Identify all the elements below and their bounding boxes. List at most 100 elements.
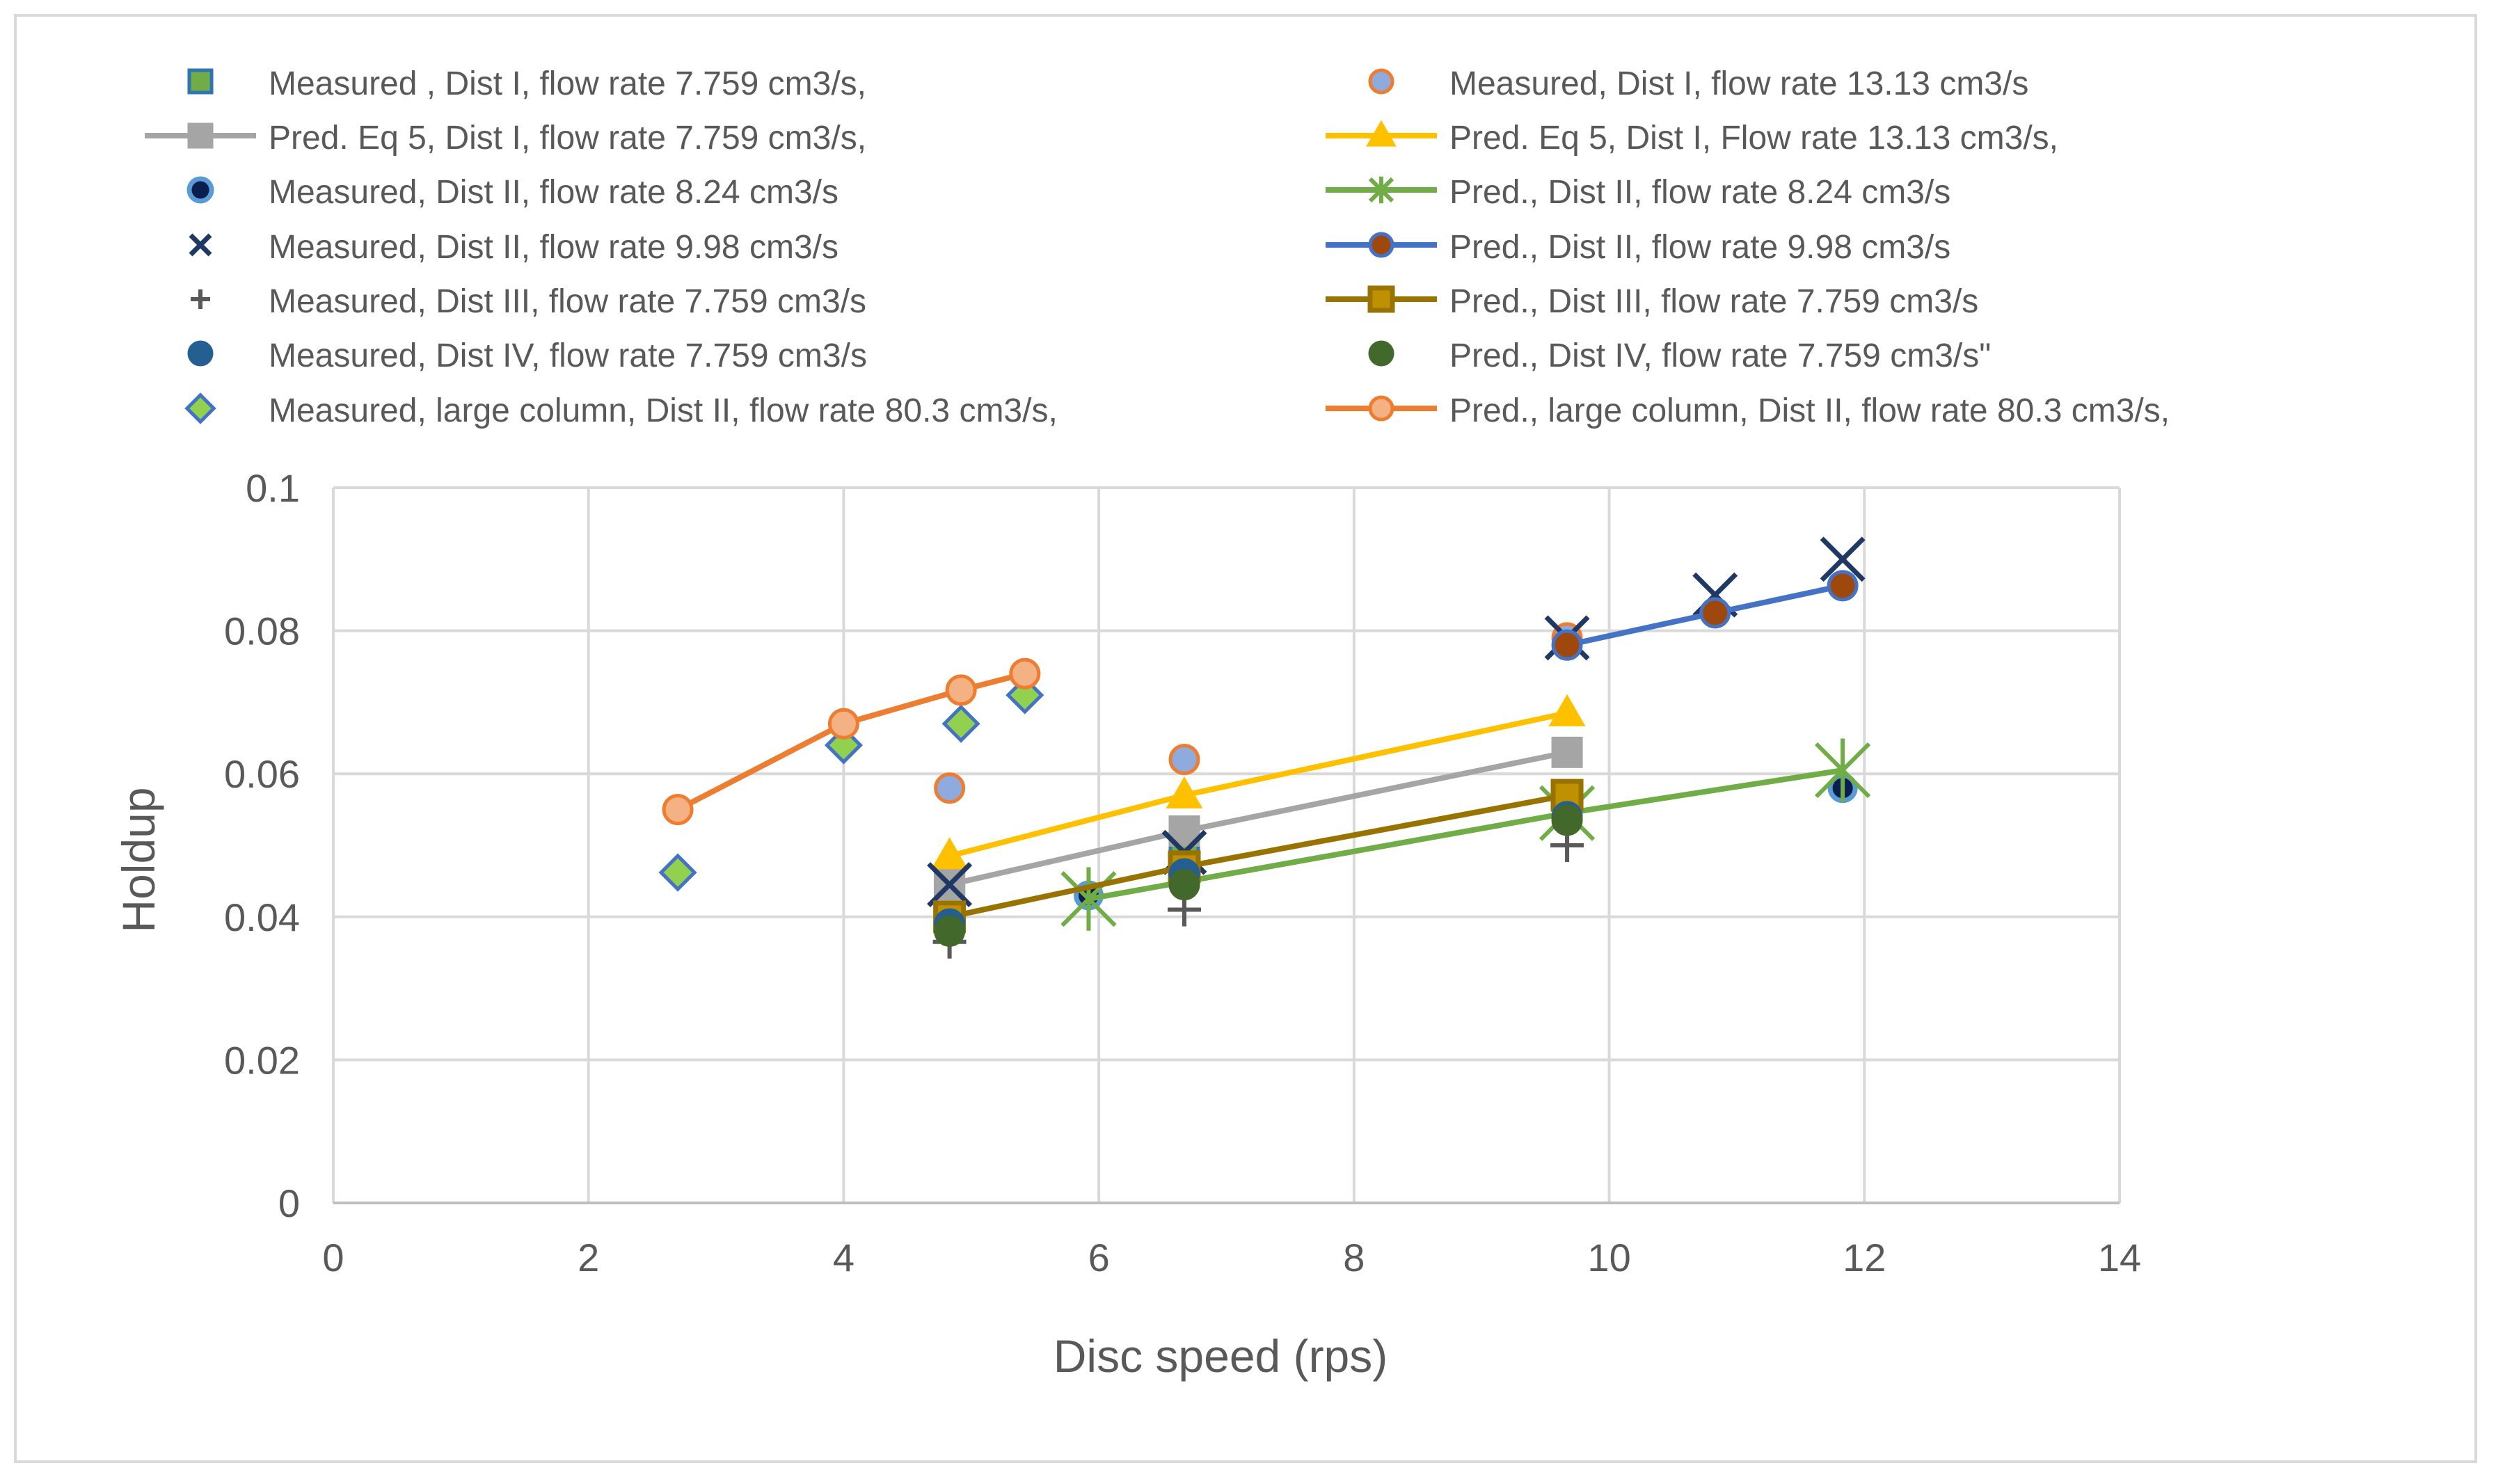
series-line bbox=[948, 749, 1568, 888]
x-tick-label: 8 bbox=[1343, 1236, 1365, 1279]
data-point bbox=[941, 704, 980, 743]
legend-swatch-marker bbox=[1368, 395, 1394, 422]
y-tick-label: 0 bbox=[278, 1181, 300, 1225]
legend-entry-10: Pred., Dist III, flow rate 7.759 cm3/s bbox=[1326, 283, 1978, 320]
data-point bbox=[1166, 776, 1203, 809]
data-point bbox=[827, 708, 859, 740]
y-tick-label: 0.06 bbox=[224, 752, 300, 796]
legend-swatch-marker bbox=[1366, 120, 1397, 147]
x-tick-label: 14 bbox=[2098, 1236, 2141, 1279]
legend-label: Measured, Dist II, flow rate 8.24 cm3/s bbox=[269, 174, 838, 211]
data-point bbox=[658, 853, 697, 892]
data-point bbox=[927, 862, 973, 908]
data-point bbox=[1168, 744, 1200, 776]
legend-label: Pred., Dist II, flow rate 9.98 cm3/s bbox=[1449, 229, 1950, 266]
legend-label: Pred., large column, Dist II, flow rate … bbox=[1449, 392, 2170, 429]
y-tick-label: 0.02 bbox=[224, 1038, 300, 1082]
data-point bbox=[1827, 570, 1859, 602]
y-tick-label: 0.04 bbox=[224, 895, 300, 939]
legend-swatch-marker bbox=[1367, 285, 1395, 313]
grid-layer bbox=[332, 486, 2121, 1204]
series-13 bbox=[658, 676, 1044, 892]
legend-swatch-marker bbox=[187, 68, 214, 95]
data-point bbox=[1060, 867, 1117, 931]
legend-label: Measured, Dist III, flow rate 7.759 cm3/… bbox=[269, 283, 866, 320]
series-12 bbox=[934, 804, 1583, 947]
legend-swatch-marker bbox=[187, 122, 214, 149]
legend-swatch-marker bbox=[189, 233, 212, 257]
series-8 bbox=[1551, 570, 1859, 661]
data-point bbox=[934, 772, 966, 804]
legend-label: Pred. Eq 5, Dist I, Flow rate 13.13 cm3/… bbox=[1449, 120, 2058, 157]
data-point bbox=[662, 794, 694, 826]
legend-label: Pred., Dist II, flow rate 8.24 cm3/s bbox=[1449, 174, 1950, 211]
x-axis-title: Disc speed (rps) bbox=[1054, 1330, 1388, 1382]
y-tick-label: 0.1 bbox=[246, 466, 300, 510]
legend-label: Pred., Dist III, flow rate 7.759 cm3/s bbox=[1449, 283, 1978, 320]
data-point bbox=[1168, 869, 1200, 901]
series-layer bbox=[658, 536, 1871, 959]
data-point bbox=[824, 726, 863, 765]
x-tick-label: 6 bbox=[1088, 1236, 1110, 1279]
legend-entry-1: Measured , Dist I, flow rate 7.759 cm3/s… bbox=[187, 65, 866, 102]
series-10 bbox=[933, 779, 1584, 934]
chart-frame: 0 2 4 6 8 10 12 14 0 0.02 0.04 0.06 0.08 0.1 Measured… bbox=[14, 14, 2477, 1463]
legend-swatch-marker bbox=[186, 176, 214, 204]
data-point bbox=[1009, 657, 1041, 689]
legend-label: Pred. Eq 5, Dist I, flow rate 7.759 cm3/… bbox=[269, 120, 866, 157]
legend-entry-11: Measured, Dist IV, flow rate 7.759 cm3/s bbox=[187, 337, 867, 374]
data-point bbox=[1551, 736, 1583, 768]
data-point bbox=[1699, 597, 1731, 629]
series-2 bbox=[934, 622, 1583, 804]
series-3 bbox=[934, 736, 1583, 901]
data-point bbox=[1548, 694, 1586, 726]
legend-entry-4: Pred. Eq 5, Dist I, Flow rate 13.13 cm3/… bbox=[1326, 120, 2058, 157]
series-line bbox=[676, 671, 1026, 813]
series-line bbox=[948, 710, 1568, 859]
y-tick-label: 0.08 bbox=[224, 609, 300, 653]
legend-entry-9: Measured, Dist III, flow rate 7.759 cm3/… bbox=[191, 283, 866, 320]
legend-swatch-marker bbox=[187, 340, 214, 367]
legend-entry-8: Pred., Dist II, flow rate 9.98 cm3/s bbox=[1326, 229, 1950, 266]
legend-entry-14: Pred., large column, Dist II, flow rate … bbox=[1326, 392, 2170, 429]
axis-layer: 0 2 4 6 8 10 12 14 0 0.02 0.04 0.06 0.08 0.1 bbox=[224, 466, 2141, 1279]
legend-entry-6: Pred., Dist II, flow rate 8.24 cm3/s bbox=[1326, 174, 1950, 211]
legend-swatch-marker bbox=[1368, 176, 1394, 204]
legend-label: Measured, Dist II, flow rate 9.98 cm3/s bbox=[269, 229, 838, 266]
legend-entry-2: Measured, Dist I, flow rate 13.13 cm3/s bbox=[1368, 65, 2028, 102]
data-point bbox=[1551, 629, 1583, 661]
legend-swatch-marker bbox=[1368, 68, 1394, 95]
legend-entry-12: Pred., Dist IV, flow rate 7.759 cm3/s" bbox=[1368, 337, 1991, 374]
legend-swatch-marker bbox=[1368, 232, 1394, 258]
series-7 bbox=[927, 536, 1866, 908]
x-tick-label: 0 bbox=[322, 1236, 344, 1279]
x-tick-label: 4 bbox=[833, 1236, 854, 1279]
y-axis-title: Holdup bbox=[113, 787, 164, 932]
data-point bbox=[934, 915, 966, 947]
legend-entry-3: Pred. Eq 5, Dist I, flow rate 7.759 cm3/… bbox=[145, 120, 866, 157]
data-point bbox=[1551, 804, 1583, 836]
legend-swatch-marker bbox=[184, 392, 216, 424]
legend-entry-5: Measured, Dist II, flow rate 8.24 cm3/s bbox=[186, 174, 838, 211]
series-4 bbox=[931, 694, 1586, 870]
series-9 bbox=[932, 829, 1584, 959]
legend-swatch-marker bbox=[191, 289, 210, 309]
x-tick-label: 2 bbox=[578, 1236, 599, 1279]
series-14 bbox=[662, 657, 1041, 826]
x-tick-label: 10 bbox=[1587, 1236, 1630, 1279]
chart-svg: 0 2 4 6 8 10 12 14 0 0.02 0.04 0.06 0.08 0.1 Measured… bbox=[113, 65, 2170, 1382]
data-point bbox=[1820, 536, 1866, 582]
legend-entry-13: Measured, large column, Dist II, flow ra… bbox=[184, 392, 1058, 429]
legend: Measured , Dist I, flow rate 7.759 cm3/s… bbox=[145, 65, 2170, 429]
x-tick-label: 12 bbox=[1843, 1236, 1886, 1279]
legend-label: Measured, Dist I, flow rate 13.13 cm3/s bbox=[1449, 65, 2028, 102]
data-point bbox=[945, 674, 977, 706]
legend-label: Measured, large column, Dist II, flow ra… bbox=[269, 392, 1058, 429]
legend-label: Pred., Dist IV, flow rate 7.759 cm3/s" bbox=[1449, 337, 1991, 374]
legend-label: Measured , Dist I, flow rate 7.759 cm3/s… bbox=[269, 65, 866, 102]
legend-entry-7: Measured, Dist II, flow rate 9.98 cm3/s bbox=[189, 229, 838, 266]
data-point bbox=[931, 837, 969, 870]
legend-swatch-marker bbox=[1368, 340, 1394, 367]
data-point bbox=[1814, 738, 1871, 802]
legend-label: Measured, Dist IV, flow rate 7.759 cm3/s bbox=[269, 337, 867, 374]
